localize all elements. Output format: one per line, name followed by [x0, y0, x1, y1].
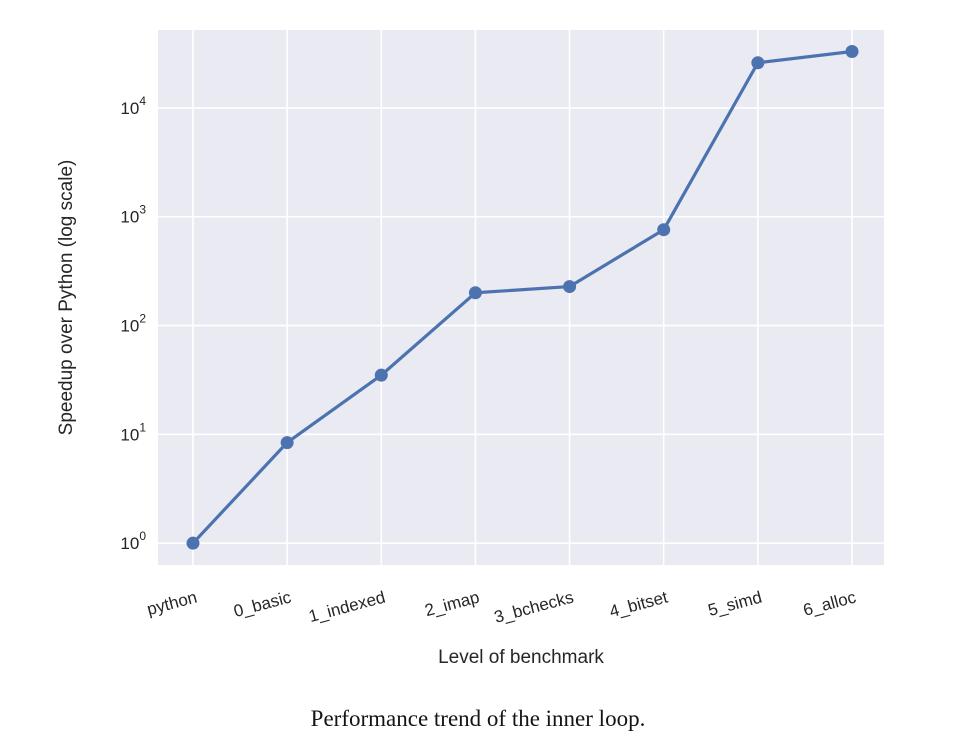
y-tick-label: 103: [120, 203, 146, 227]
series-line: [191, 49, 854, 545]
x-tick-label: python: [145, 588, 199, 620]
x-tick-label: 3_bchecks: [492, 588, 575, 627]
y-tick-label: 101: [120, 420, 146, 444]
plot-area: [158, 30, 884, 565]
data-point-6_alloc: [845, 44, 859, 58]
x-tick-label: 5_simd: [706, 588, 764, 621]
x-tick-label: 1_indexed: [307, 588, 388, 627]
y-tick-label: 102: [120, 312, 146, 336]
speedup-line-chart: 100 101 102 103 104 python 0_basic 1_indexed 2_i…: [56, 30, 884, 668]
y-axis-label: Speedup over Python (log scale): [56, 160, 77, 436]
figure-caption: Performance trend of the inner loop.: [310, 706, 646, 731]
x-tick-label: 4_bitset: [607, 587, 670, 621]
data-point-0_basic: [280, 436, 294, 450]
x-axis-label: Level of benchmark: [438, 647, 604, 668]
data-point-python: [186, 536, 200, 550]
y-tick-label: 104: [120, 94, 146, 118]
data-point-4_bitset: [657, 223, 671, 237]
data-point-2_imap: [468, 286, 482, 300]
x-tick-label: 6_alloc: [801, 587, 858, 619]
data-point-1_indexed: [374, 368, 388, 382]
data-point-5_simd: [751, 56, 765, 70]
x-tick-label: 0_basic: [232, 587, 294, 621]
x-tick-label: 2_imap: [423, 588, 482, 621]
y-tick-label: 100: [120, 529, 146, 553]
data-point-3_bchecks: [563, 280, 577, 294]
benchmark-figure: 100 101 102 103 104 python 0_basic 1_indexed 2_i…: [56, 30, 884, 731]
